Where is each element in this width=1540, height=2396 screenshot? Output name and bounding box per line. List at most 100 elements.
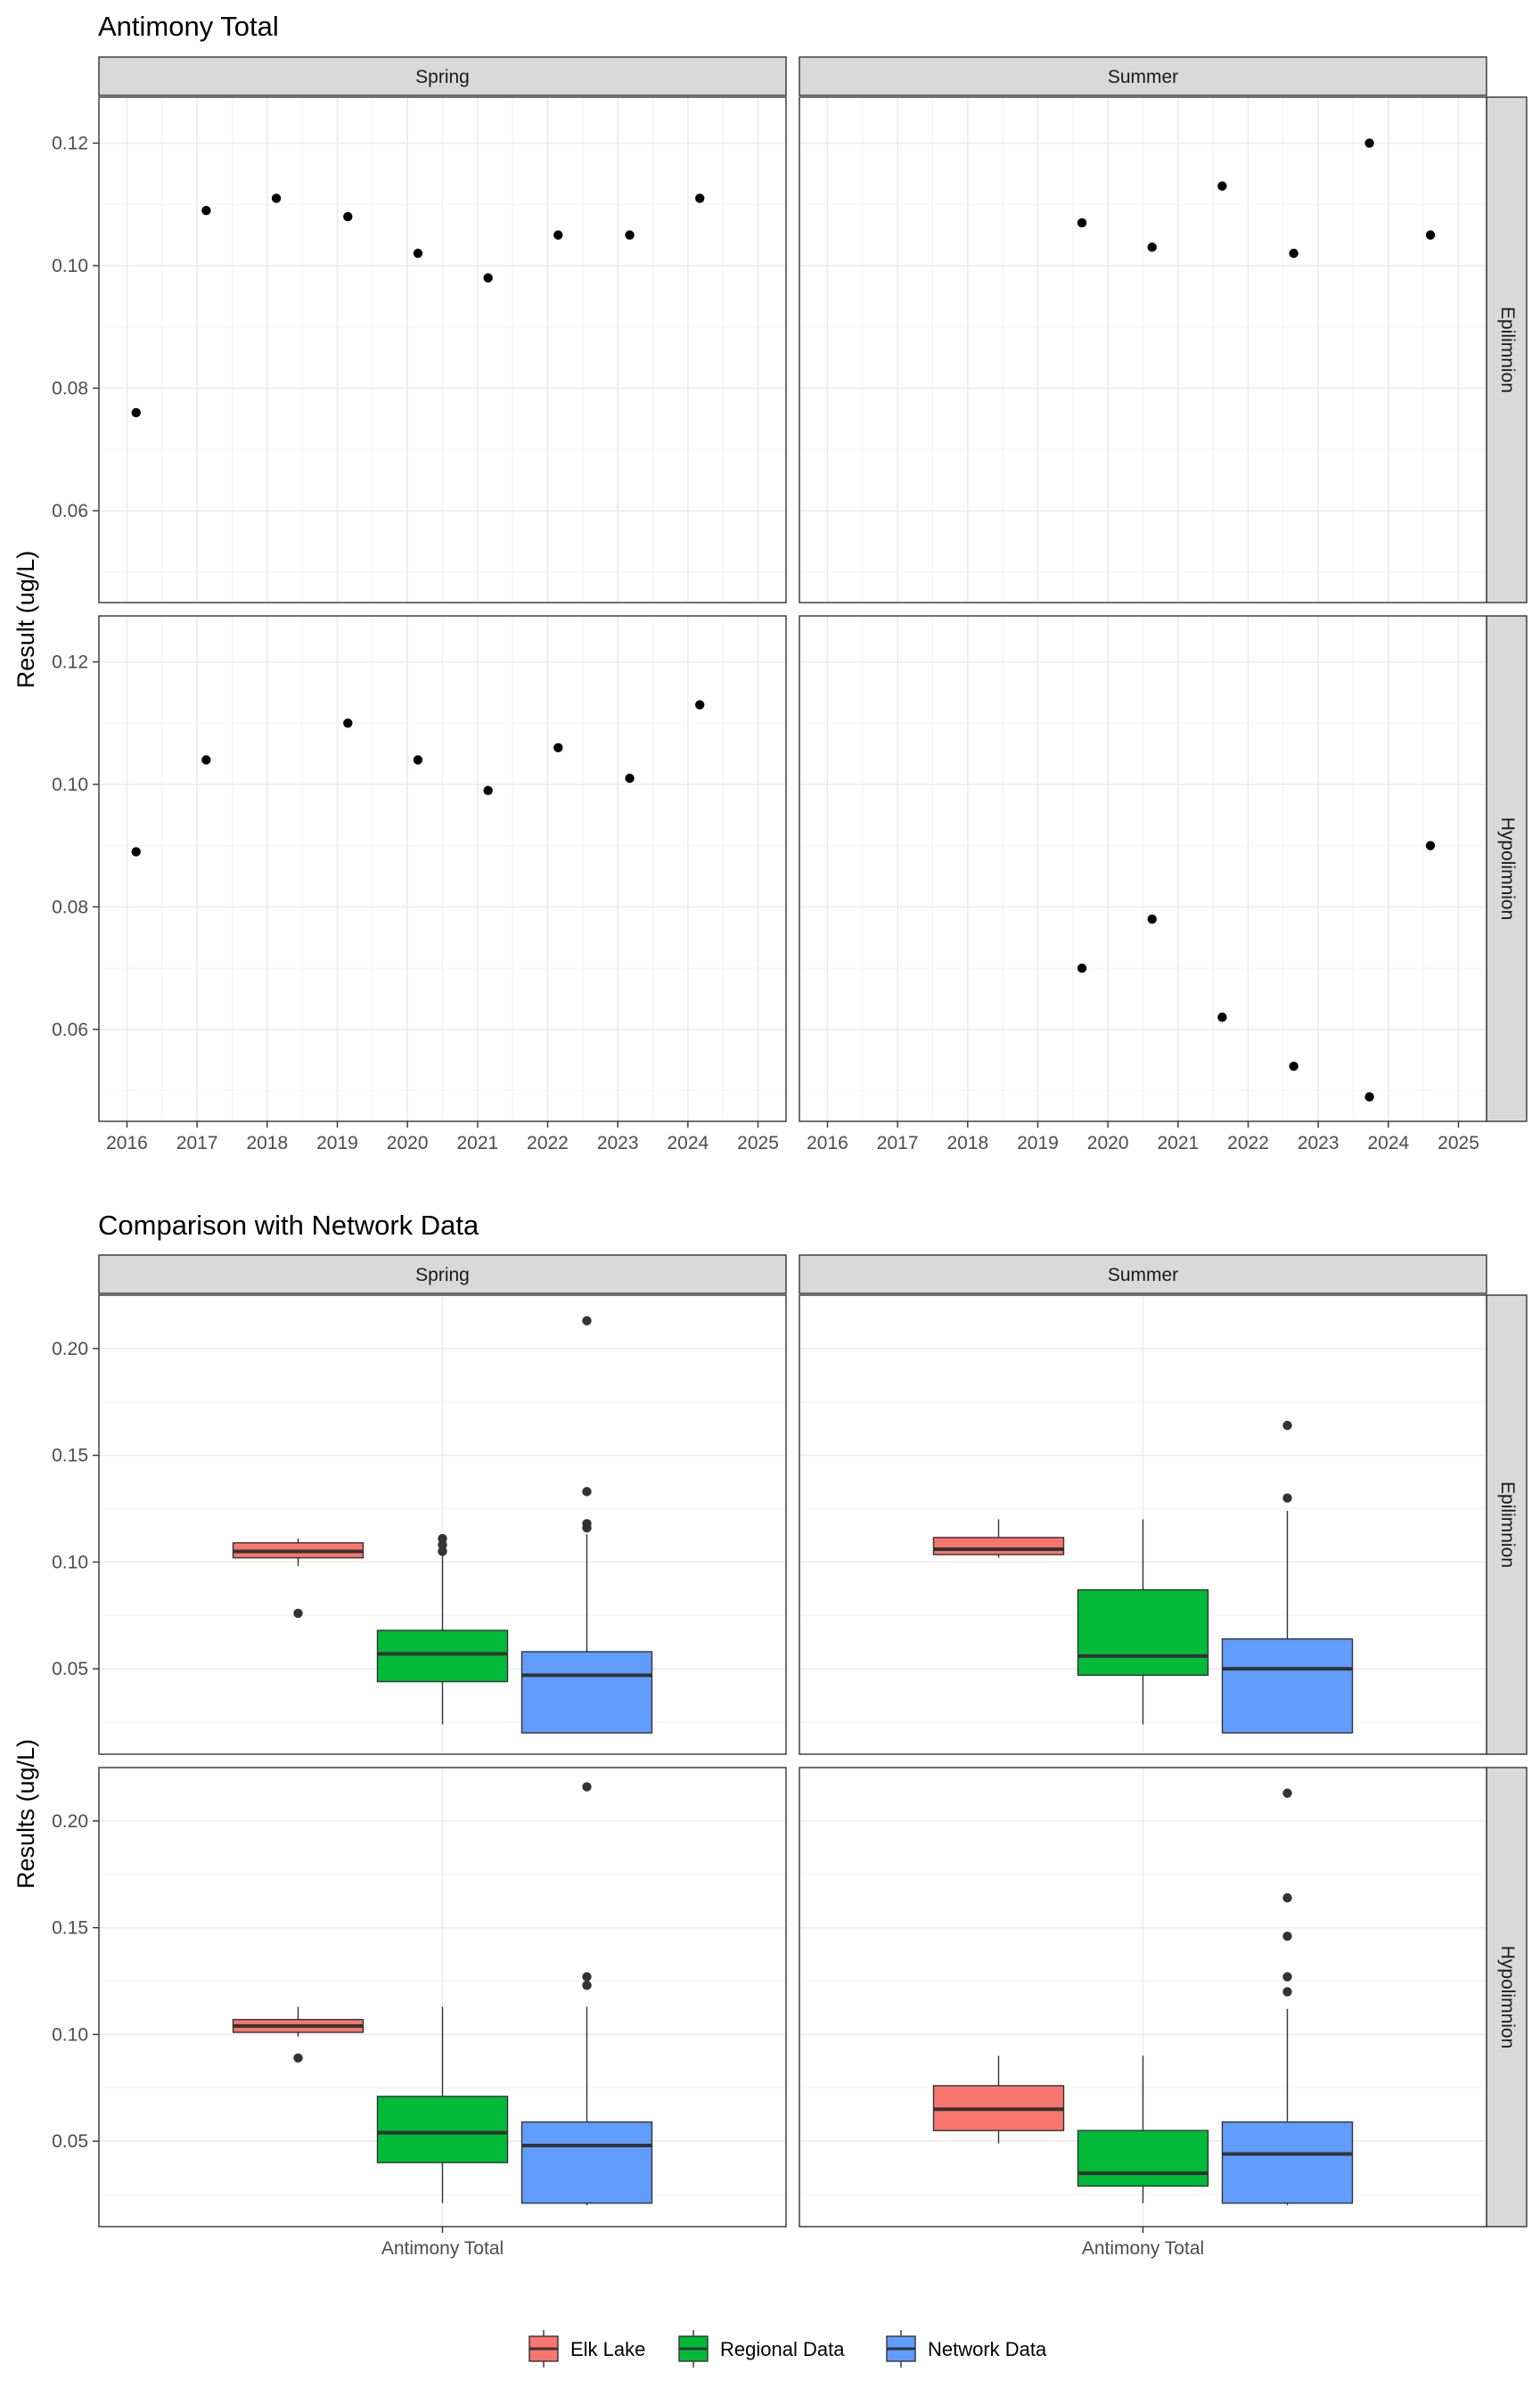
outlier-point (1282, 1987, 1292, 1997)
box-regional-data (376, 2006, 509, 2203)
y-tick-label: 0.15 (52, 1918, 88, 1939)
outlier-point (293, 2053, 303, 2063)
outlier-point (1282, 1932, 1292, 1941)
outlier-point (582, 1782, 592, 1792)
panel-spring-epilimnion (98, 1294, 787, 1755)
data-point (201, 205, 211, 216)
data-point (483, 273, 493, 283)
box-body (1221, 1637, 1354, 1734)
outlier-point (1282, 1420, 1292, 1431)
x-tick-label: Antimony Total (381, 2238, 504, 2259)
x-tick-label: 2021 (456, 1133, 498, 1153)
data-point (1217, 1012, 1227, 1022)
y-tick-label: 0.06 (52, 501, 88, 521)
legend: Elk Lake Regional Data Network Data (528, 2330, 1047, 2367)
scatter-facet-grid: Spring Summer Epilimnion Hypolimnion 0.06 0.0… (52, 56, 1528, 1153)
strip-hypolimnion (1486, 615, 1528, 1122)
data-point (625, 773, 635, 784)
legend-label: Regional Data (720, 2338, 845, 2360)
legend-label: Network Data (928, 2338, 1047, 2360)
data-point (201, 755, 211, 765)
outlier-point (438, 1533, 447, 1544)
strip-label-epilimnion: Epilimnion (1497, 1481, 1518, 1568)
x-tick-label: Antimony Total (1082, 2238, 1204, 2259)
x-tick-label: 2025 (737, 1133, 779, 1153)
data-point (1147, 242, 1157, 252)
box-network-data (520, 1782, 653, 2206)
x-tick-label: 2021 (1157, 1133, 1199, 1153)
x-tick-label: 2020 (387, 1133, 429, 1153)
y-axis-title-scatter: Result (ug/L) (12, 551, 39, 689)
legend-item-elk-lake: Elk Lake (528, 2330, 645, 2367)
strip-label-spring: Spring (415, 1265, 470, 1285)
strip-hypolimnion (1486, 1767, 1528, 2228)
x-tick-label: 2024 (1367, 1133, 1409, 1153)
x-tick-label: 2025 (1438, 1133, 1479, 1153)
y-tick-label: 0.15 (52, 1446, 88, 1466)
box-elk-lake (232, 1539, 365, 1619)
y-tick-label: 0.10 (52, 1552, 88, 1572)
box-body (932, 1537, 1065, 1555)
y-tick-label: 0.12 (52, 134, 88, 154)
box-network-data (1221, 1788, 1354, 2206)
box-body (376, 2096, 509, 2163)
box-network-data (1221, 1420, 1354, 1734)
panel-border (799, 615, 1487, 1122)
data-point (553, 743, 563, 752)
outlier-point (438, 1540, 447, 1550)
data-point (343, 718, 353, 728)
outlier-point (293, 1608, 303, 1619)
outlier-point (1282, 1788, 1292, 1798)
x-tick-label: 2018 (246, 1133, 288, 1153)
data-point (695, 193, 705, 203)
legend-item-regional-data: Regional Data (678, 2330, 845, 2367)
y-tick-label: 0.08 (52, 378, 88, 398)
data-point (1364, 1092, 1374, 1102)
x-tick-label: 2016 (106, 1133, 148, 1153)
y-tick-label: 0.06 (52, 1020, 88, 1040)
panel-border (799, 96, 1487, 603)
outlier-point (582, 1487, 592, 1497)
box-body (520, 2121, 653, 2204)
box-body (520, 1651, 653, 1734)
data-point (1217, 181, 1227, 191)
x-tick-label: 2024 (667, 1133, 709, 1153)
chart-title-comparison: Comparison with Network Data (98, 1210, 479, 1241)
data-point (1364, 138, 1374, 148)
data-point (483, 785, 493, 796)
x-tick-label: 2018 (946, 1133, 988, 1153)
y-tick-label: 0.20 (52, 1811, 88, 1832)
y-axis-title-boxplot: Results (ug/L) (12, 1739, 39, 1889)
legend-label: Elk Lake (570, 2338, 645, 2360)
y-tick-label: 0.08 (52, 897, 88, 917)
data-point (1289, 1061, 1298, 1071)
box-regional-data (1077, 2055, 1209, 2203)
data-point (1077, 217, 1087, 228)
x-tick-label: 2022 (1227, 1133, 1269, 1153)
outlier-point (1282, 1892, 1292, 1903)
panel-border (98, 615, 787, 1122)
strip-label-spring: Spring (415, 67, 470, 87)
data-point (1425, 841, 1436, 850)
x-tick-label: 2017 (176, 1133, 218, 1153)
box-elk-lake (932, 1519, 1065, 1558)
data-point (131, 847, 141, 857)
box-body (376, 1629, 509, 1683)
box-body (1077, 1588, 1209, 1677)
strip-spring (98, 56, 787, 96)
outlier-point (582, 1316, 592, 1325)
x-tick-label: 2023 (1298, 1133, 1339, 1153)
data-point (1289, 249, 1298, 258)
y-tick-label: 0.05 (52, 2131, 88, 2152)
box-body (1077, 2129, 1209, 2187)
outlier-point (582, 1981, 592, 1990)
panel-border (98, 1294, 787, 1755)
x-tick-label: 2022 (527, 1133, 569, 1153)
box-regional-data (376, 1533, 509, 1725)
strip-spring (98, 1254, 787, 1294)
data-point (553, 230, 563, 240)
outlier-point (582, 1972, 592, 1982)
outlier-point (438, 1547, 447, 1556)
y-tick-label: 0.10 (52, 256, 88, 276)
